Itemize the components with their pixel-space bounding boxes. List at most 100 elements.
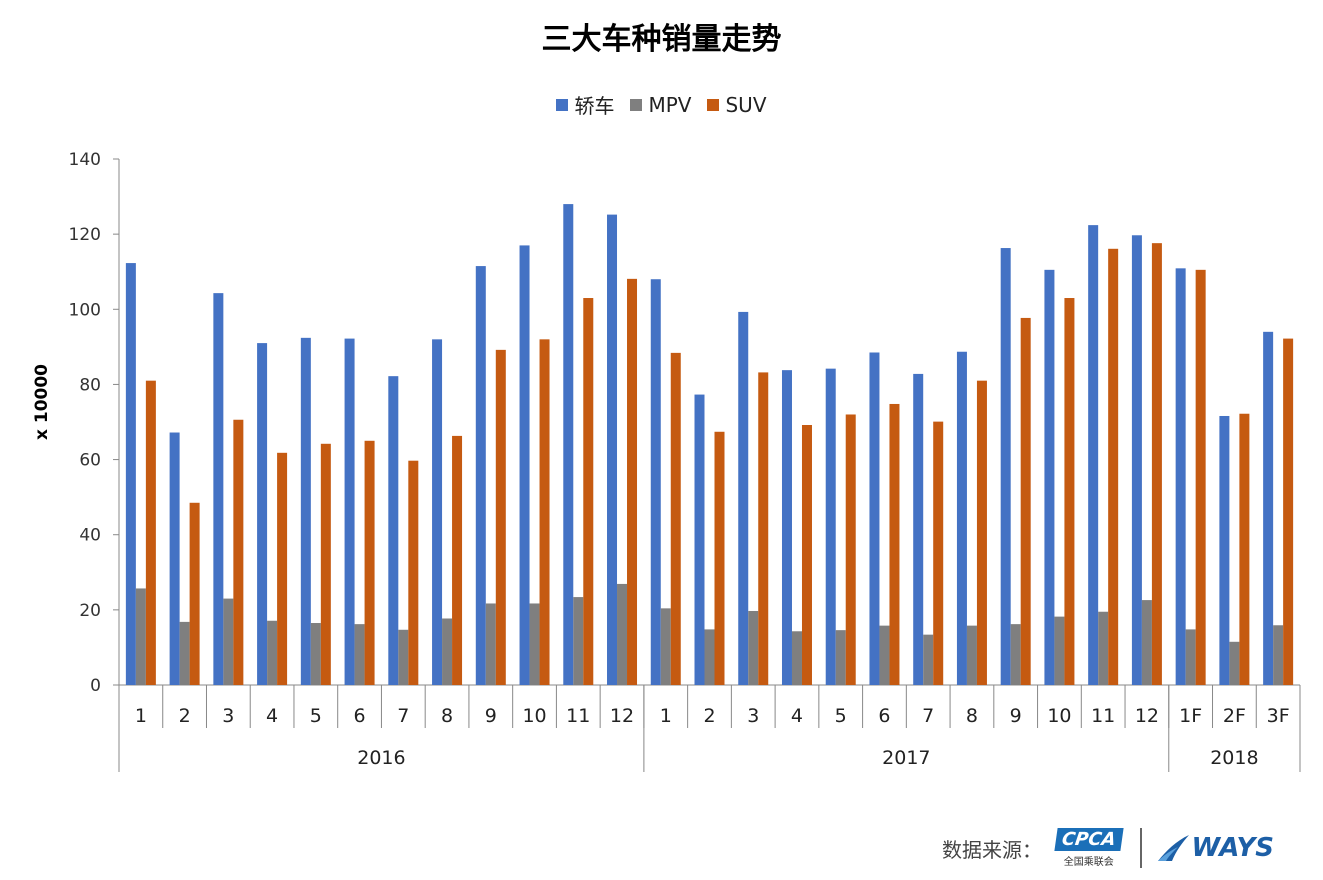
x-group-label: 2017: [882, 747, 930, 769]
y-tick-label: 80: [79, 375, 101, 395]
legend-label: MPV: [648, 92, 692, 117]
x-tick-label: 12: [610, 705, 634, 727]
legend-item: MPV: [630, 90, 691, 119]
footer: 数据来源： CPCA 全国乘联会 WAYS: [942, 824, 1312, 872]
bar-MPV: [1010, 624, 1021, 685]
ways-wing-icon: [1157, 835, 1189, 861]
bar-MPV: [1273, 625, 1284, 685]
bar-轿车: [1088, 225, 1099, 685]
y-tick-label: 40: [79, 526, 101, 546]
x-tick-label: 4: [266, 705, 278, 727]
x-tick-label: 2: [703, 705, 715, 727]
bar-轿车: [1000, 248, 1011, 685]
bar-SUV: [627, 278, 638, 685]
bar-SUV: [1151, 243, 1162, 685]
x-tick-label: 3F: [1267, 705, 1290, 727]
x-tick-label: 10: [1047, 705, 1071, 727]
bar-SUV: [539, 339, 550, 685]
cpca-logo: CPCA 全国乘联会: [1054, 828, 1124, 868]
bar-SUV: [758, 372, 769, 685]
x-tick-label: 8: [441, 705, 453, 727]
legend: 轿车 MPV SUV: [0, 90, 1323, 119]
bar-SUV: [845, 414, 856, 685]
bar-MPV: [573, 597, 584, 685]
bar-轿车: [213, 293, 224, 685]
legend-item: 轿车: [556, 90, 614, 119]
bar-轿车: [344, 338, 355, 685]
bar-轿车: [956, 351, 967, 685]
bar-SUV: [1239, 413, 1250, 685]
bar-MPV: [310, 623, 321, 685]
x-tick-label: 1F: [1179, 705, 1202, 727]
chart-title: 三大车种销量走势: [541, 22, 782, 57]
y-tick-label: 100: [69, 300, 101, 320]
bar-轿车: [1044, 269, 1055, 685]
legend-swatch: [630, 98, 643, 111]
bar-SUV: [145, 380, 156, 685]
cpca-logo-text: CPCA: [1054, 828, 1124, 851]
x-tick-label: 2F: [1223, 705, 1246, 727]
y-tick-label: 120: [69, 225, 101, 245]
x-tick-label: 5: [835, 705, 847, 727]
bar-SUV: [1195, 269, 1206, 685]
bar-MPV: [1054, 616, 1065, 685]
y-axis-label: x 10000: [32, 364, 52, 440]
bar-MPV: [879, 625, 890, 685]
bar-SUV: [233, 419, 244, 685]
bar-MPV: [1185, 629, 1196, 685]
bar-SUV: [583, 298, 594, 685]
bar-MPV: [835, 630, 846, 685]
x-tick-label: 6: [878, 705, 890, 727]
x-tick-label: 3: [222, 705, 234, 727]
legend-item: SUV: [707, 90, 767, 119]
bar-轿车: [1131, 235, 1142, 685]
bar-SUV: [801, 425, 812, 685]
x-tick-label: 4: [791, 705, 803, 727]
bar-SUV: [933, 421, 944, 685]
ways-logo-text: WAYS: [1191, 833, 1274, 863]
x-tick-label: 7: [922, 705, 934, 727]
bar-轿车: [607, 214, 618, 685]
x-tick-label: 9: [1010, 705, 1022, 727]
bar-MPV: [179, 621, 190, 685]
bar-SUV: [1064, 298, 1075, 685]
bar-轿车: [1175, 268, 1186, 685]
bar-MPV: [1141, 600, 1152, 685]
y-tick-label: 0: [90, 676, 101, 696]
legend-label: 轿车: [574, 94, 615, 118]
bar-MPV: [923, 634, 934, 685]
footer-divider: [1139, 828, 1142, 868]
bar-轿车: [519, 245, 530, 685]
bar-MPV: [704, 629, 715, 685]
legend-label: SUV: [725, 92, 767, 117]
bar-轿车: [781, 370, 792, 685]
bar-MPV: [354, 624, 365, 685]
x-tick-label: 11: [1091, 705, 1115, 727]
bar-SUV: [364, 440, 375, 685]
bar-轿车: [650, 279, 661, 685]
bar-轿车: [825, 368, 836, 685]
bar-轿车: [869, 352, 880, 685]
bar-MPV: [135, 588, 146, 685]
x-tick-label: 6: [354, 705, 366, 727]
bar-轿车: [257, 343, 268, 685]
legend-swatch: [556, 98, 569, 111]
bar-轿车: [738, 311, 749, 685]
bar-轿车: [125, 263, 136, 685]
bar-SUV: [976, 380, 987, 685]
bar-轿车: [1263, 331, 1274, 685]
ways-logo: WAYS: [1156, 833, 1274, 863]
bar-轿车: [432, 339, 443, 685]
y-tick-label: 20: [79, 601, 101, 621]
y-tick-label: 140: [69, 150, 101, 170]
bar-轿车: [913, 373, 924, 685]
bar-MPV: [442, 618, 453, 685]
bar-MPV: [267, 620, 278, 685]
bar-SUV: [408, 460, 419, 685]
bar-SUV: [189, 502, 200, 685]
bar-SUV: [495, 349, 506, 685]
x-group-label: 2016: [357, 747, 405, 769]
x-tick-label: 1: [660, 705, 672, 727]
y-tick-label: 60: [79, 451, 101, 471]
